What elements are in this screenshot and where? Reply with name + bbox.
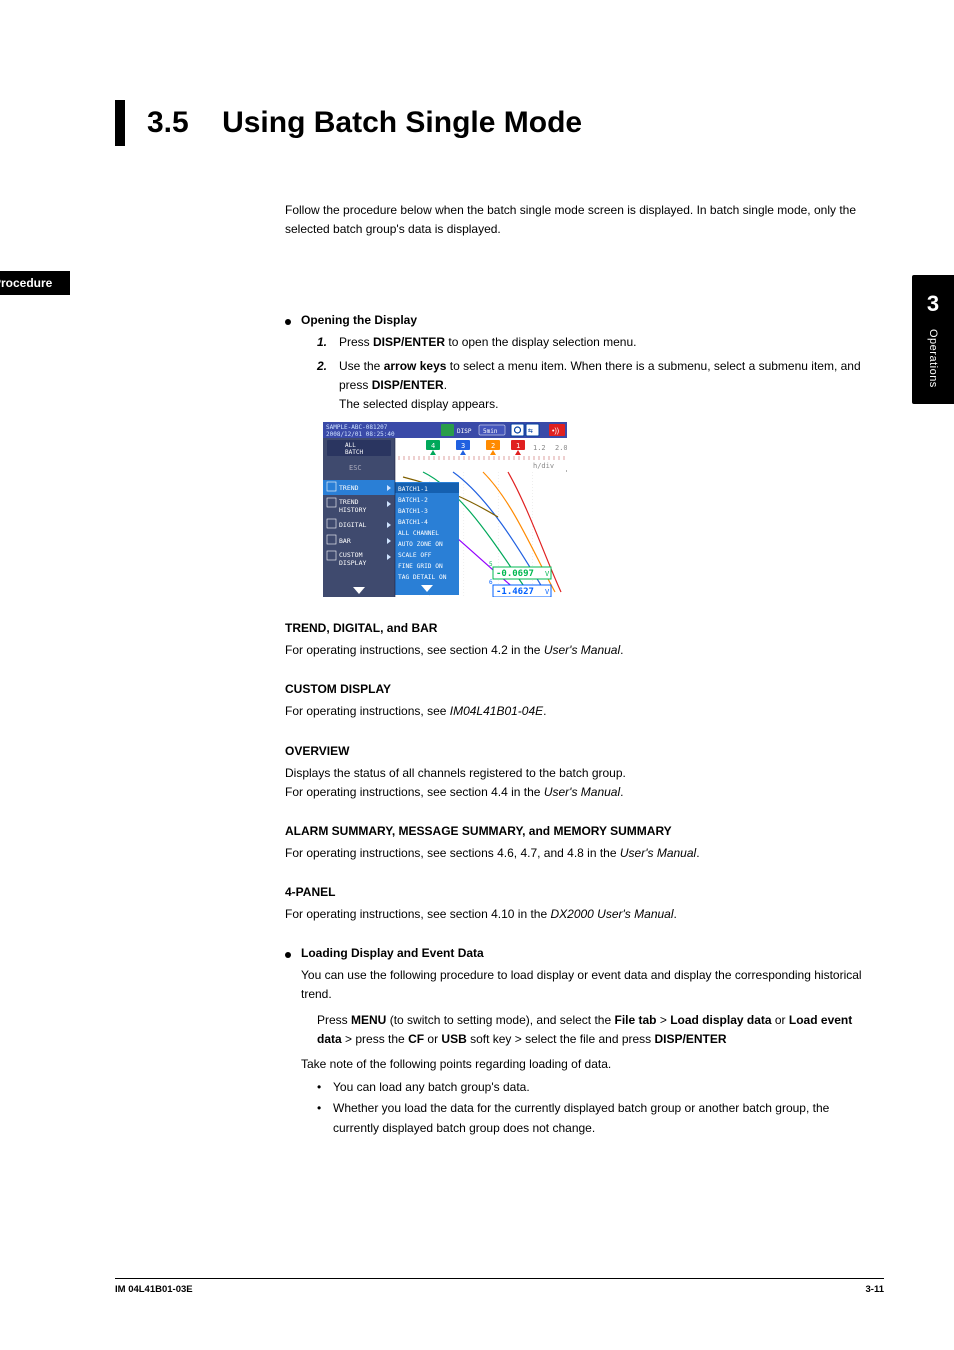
custom-block: CUSTOM DISPLAY For operating instruction… xyxy=(285,682,869,721)
footer: IM 04L41B01-03E 3-11 xyxy=(115,1278,884,1295)
step-2: 2. Use the arrow keys to select a menu i… xyxy=(317,357,869,415)
opening-display-block: Opening the Display 1. Press DISP/ENTER … xyxy=(285,313,869,613)
alarm-text: For operating instructions, see sections… xyxy=(285,844,869,863)
custom-title: CUSTOM DISPLAY xyxy=(285,682,869,696)
content: Follow the procedure below when the batc… xyxy=(285,201,869,239)
svg-text:1: 1 xyxy=(516,442,520,450)
svg-text:2008/12/01 08:25:40: 2008/12/01 08:25:40 xyxy=(326,431,395,438)
overview-line1: Displays the status of all channels regi… xyxy=(285,764,869,783)
section-heading: Using Batch Single Mode xyxy=(222,106,582,139)
svg-text:BATCH: BATCH xyxy=(345,449,363,456)
chapter-number: 3 xyxy=(927,293,939,315)
note-item: •Whether you load the data for the curre… xyxy=(317,1099,869,1137)
svg-text:DISPLAY: DISPLAY xyxy=(339,559,366,567)
svg-text:SAMPLE-ABC-081207: SAMPLE-ABC-081207 xyxy=(326,424,388,431)
svg-text:BATCH1-2: BATCH1-2 xyxy=(398,497,428,504)
panel-title: 4-PANEL xyxy=(285,885,869,899)
step-text: Press DISP/ENTER to open the display sel… xyxy=(339,333,637,352)
device-screenshot: SAMPLE-ABC-0812072008/12/01 08:25:40 DISP… xyxy=(323,422,869,597)
opening-title: Opening the Display xyxy=(301,313,869,327)
note-item: •You can load any batch group's data. xyxy=(317,1078,869,1097)
bullet-icon xyxy=(285,952,291,958)
svg-text:TAG DETAIL ON: TAG DETAIL ON xyxy=(398,574,447,581)
svg-text:2.0: 2.0 xyxy=(555,444,567,452)
svg-text:-0.0697: -0.0697 xyxy=(496,569,534,579)
loading-title: Loading Display and Event Data xyxy=(301,946,869,960)
bullet-icon xyxy=(285,319,291,325)
section-title: 3.5 Using Batch Single Mode xyxy=(115,100,884,146)
section-number: 3.5 xyxy=(147,106,189,139)
svg-text:3: 3 xyxy=(461,442,465,450)
device-screenshot-svg: SAMPLE-ABC-0812072008/12/01 08:25:40 DISP… xyxy=(323,422,567,597)
side-tab: 3 Operations xyxy=(912,275,954,404)
bullet: • xyxy=(317,1099,333,1137)
panel-block: 4-PANEL For operating instructions, see … xyxy=(285,885,869,924)
procedure-row: Procedure xyxy=(0,271,869,295)
alarm-block: ALARM SUMMARY, MESSAGE SUMMARY, and MEMO… xyxy=(285,824,869,863)
svg-text:•)): •)) xyxy=(552,428,559,435)
svg-text:h/div: h/div xyxy=(533,462,554,470)
svg-text:6: 6 xyxy=(489,579,493,586)
overview-title: OVERVIEW xyxy=(285,744,869,758)
svg-text:⇆: ⇆ xyxy=(528,426,533,435)
svg-text:5min: 5min xyxy=(483,428,498,435)
note-text: You can load any batch group's data. xyxy=(333,1078,530,1097)
svg-text:TREND: TREND xyxy=(339,498,359,506)
svg-text:BATCH1-3: BATCH1-3 xyxy=(398,508,428,515)
trend-block: TREND, DIGITAL, and BAR For operating in… xyxy=(285,621,869,660)
title-text: 3.5 Using Batch Single Mode xyxy=(147,100,582,146)
title-bar xyxy=(115,100,125,146)
svg-text:-1.4627: -1.4627 xyxy=(496,587,534,597)
svg-text:BAR: BAR xyxy=(339,537,351,545)
svg-text:5: 5 xyxy=(489,561,493,568)
svg-text:BATCH1-4: BATCH1-4 xyxy=(398,519,428,526)
procedure-body: Opening the Display 1. Press DISP/ENTER … xyxy=(285,313,869,1139)
procedure-label: Procedure xyxy=(0,271,70,295)
page-number: 3-11 xyxy=(866,1284,885,1295)
alarm-title: ALARM SUMMARY, MESSAGE SUMMARY, and MEMO… xyxy=(285,824,869,838)
loading-note-lead: Take note of the following points regard… xyxy=(301,1055,869,1074)
svg-text:1.2: 1.2 xyxy=(533,444,546,452)
svg-text:TREND: TREND xyxy=(339,484,359,492)
svg-text:AUTO ZONE ON: AUTO ZONE ON xyxy=(398,541,443,548)
overview-block: OVERVIEW Displays the status of all chan… xyxy=(285,744,869,802)
note-text: Whether you load the data for the curren… xyxy=(333,1099,869,1137)
step-text: Use the arrow keys to select a menu item… xyxy=(339,357,869,415)
loading-intro: You can use the following procedure to l… xyxy=(301,966,869,1004)
svg-text:DISP: DISP xyxy=(457,428,472,435)
lead-paragraph: Follow the procedure below when the batc… xyxy=(285,201,869,239)
step-number: 1. xyxy=(317,333,339,352)
svg-text:BATCH1-1: BATCH1-1 xyxy=(398,486,428,493)
svg-text:CUSTOM: CUSTOM xyxy=(339,551,363,559)
chapter-label: Operations xyxy=(927,329,939,388)
loading-procedure: Press MENU (to switch to setting mode), … xyxy=(317,1011,869,1049)
bullet: • xyxy=(317,1078,333,1097)
svg-text:ALL CHANNEL: ALL CHANNEL xyxy=(398,530,439,537)
svg-text:HISTORY: HISTORY xyxy=(339,506,366,514)
svg-text:ESC: ESC xyxy=(349,464,362,472)
svg-text:2: 2 xyxy=(491,442,495,450)
step-number: 2. xyxy=(317,357,339,415)
loading-block: Loading Display and Event Data You can u… xyxy=(285,946,869,1140)
svg-text:SCALE OFF: SCALE OFF xyxy=(398,552,432,559)
custom-text: For operating instructions, see IM04L41B… xyxy=(285,702,869,721)
svg-text:4: 4 xyxy=(431,442,435,450)
opening-steps: 1. Press DISP/ENTER to open the display … xyxy=(317,333,869,414)
svg-text:FINE GRID ON: FINE GRID ON xyxy=(398,563,443,570)
doc-id: IM 04L41B01-03E xyxy=(115,1284,193,1295)
step-1: 1. Press DISP/ENTER to open the display … xyxy=(317,333,869,352)
overview-ref: For operating instructions, see section … xyxy=(285,783,869,802)
trend-title: TREND, DIGITAL, and BAR xyxy=(285,621,869,635)
panel-text: For operating instructions, see section … xyxy=(285,905,869,924)
loading-notes: •You can load any batch group's data. •W… xyxy=(317,1078,869,1138)
svg-text:ALL: ALL xyxy=(345,442,356,449)
page: 3 Operations 3.5 Using Batch Single Mode… xyxy=(0,0,954,1350)
svg-text:DIGITAL: DIGITAL xyxy=(339,521,366,529)
trend-text: For operating instructions, see section … xyxy=(285,641,869,660)
